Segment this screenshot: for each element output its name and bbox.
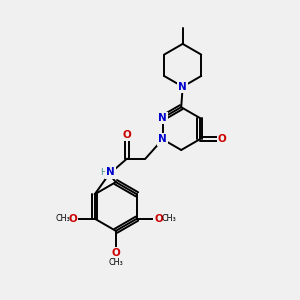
Text: O: O <box>111 248 120 258</box>
Text: O: O <box>154 214 163 224</box>
Text: N: N <box>158 134 167 144</box>
Text: CH₃: CH₃ <box>162 214 176 223</box>
Text: N: N <box>158 113 167 123</box>
Text: O: O <box>218 134 227 144</box>
Text: O: O <box>123 130 131 140</box>
Text: CH₃: CH₃ <box>108 258 123 267</box>
Text: O: O <box>68 214 77 224</box>
Text: N: N <box>106 167 115 177</box>
Text: CH₃: CH₃ <box>55 214 70 223</box>
Text: H: H <box>100 168 107 177</box>
Text: N: N <box>178 82 187 92</box>
